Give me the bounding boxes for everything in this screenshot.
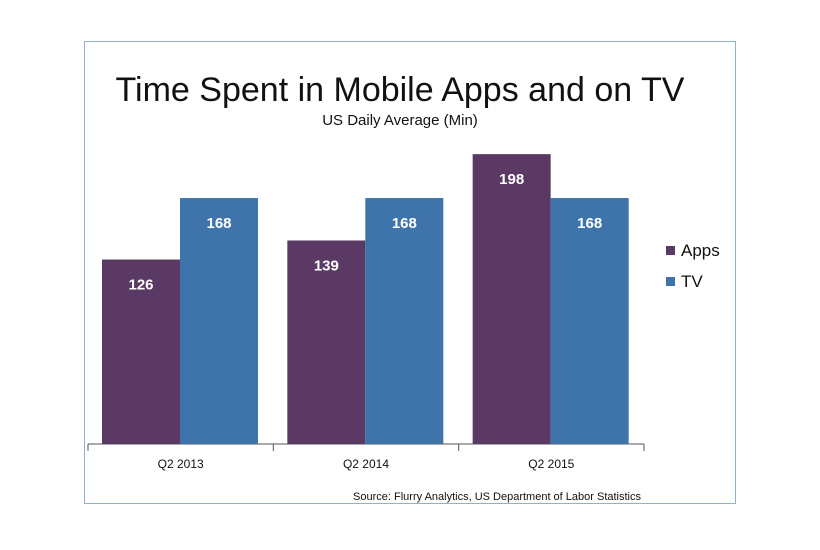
- legend-label-tv: TV: [681, 272, 703, 291]
- data-label: 168: [577, 215, 602, 232]
- bar-tv-1[interactable]: [180, 198, 258, 444]
- data-label: 139: [314, 258, 339, 275]
- bar-apps-3[interactable]: [472, 154, 551, 445]
- data-label: 168: [392, 215, 417, 232]
- chart-title: Time Spent in Mobile Apps and on TV: [116, 71, 685, 109]
- source-note: Source: Flurry Analytics, US Department …: [353, 491, 641, 503]
- data-label: 126: [128, 277, 153, 294]
- legend: Apps TV: [666, 241, 720, 291]
- bar-tv-2[interactable]: [365, 198, 444, 444]
- data-label: 168: [206, 215, 231, 232]
- plot-area: 126 168 Q2 2013 139 168 Q2 2014 198 168 Q2 2015: [87, 154, 645, 471]
- x-tick-label: Q2 2015: [528, 457, 574, 471]
- data-label: 198: [499, 171, 524, 188]
- legend-label-apps: Apps: [681, 241, 720, 260]
- bar-tv-3[interactable]: [550, 198, 629, 444]
- legend-swatch-apps: [666, 246, 675, 255]
- x-tick-label: Q2 2014: [343, 457, 389, 471]
- bar-apps-1[interactable]: [102, 259, 180, 444]
- bar-apps-2[interactable]: [287, 240, 366, 444]
- x-tick-label: Q2 2013: [158, 457, 204, 471]
- chart-subtitle: US Daily Average (Min): [322, 112, 478, 129]
- legend-swatch-tv: [666, 277, 675, 286]
